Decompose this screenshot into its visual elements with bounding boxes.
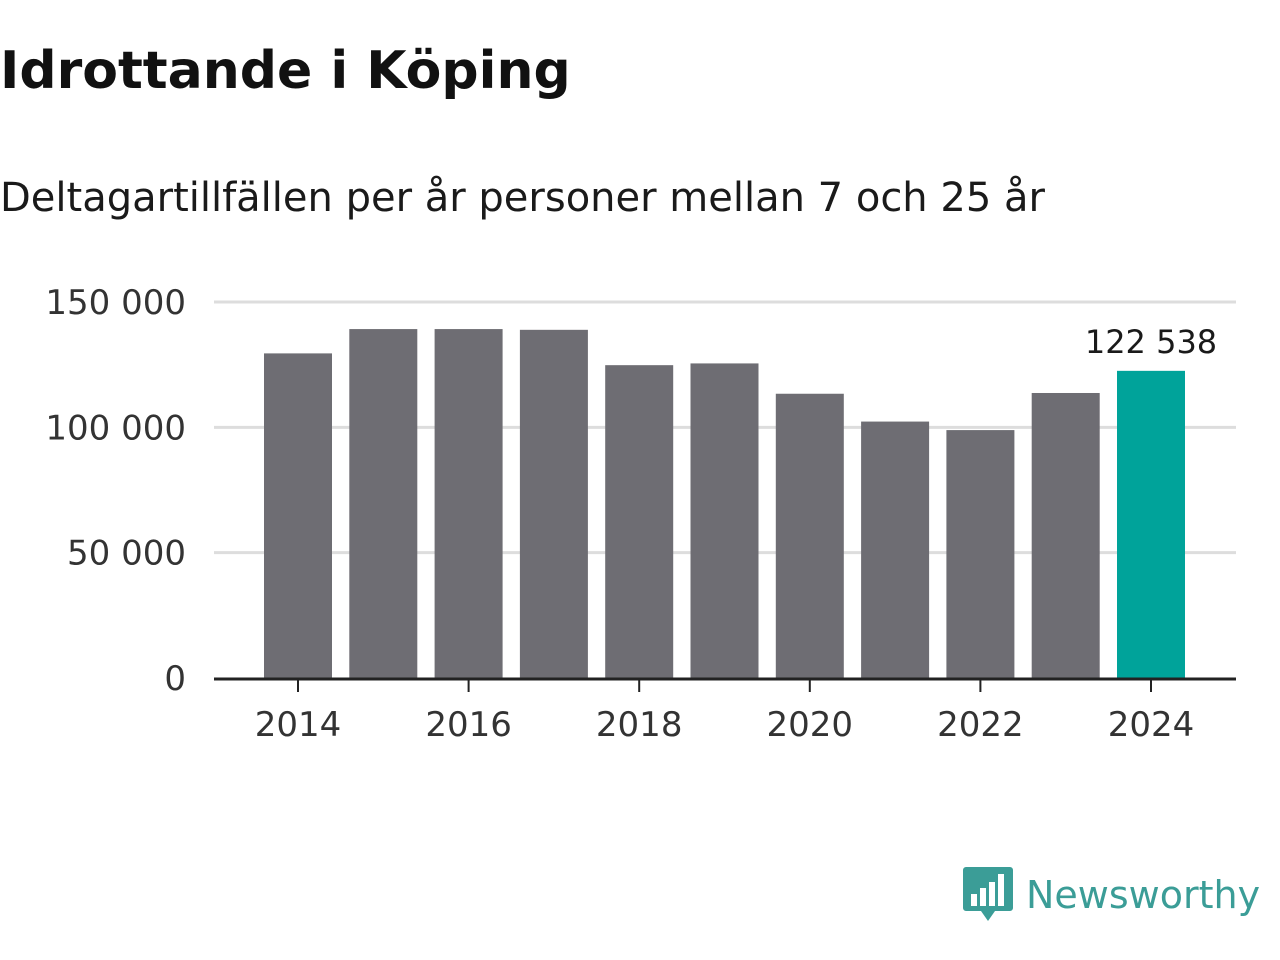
x-axis xyxy=(214,677,1236,692)
y-tick-label: 50 000 xyxy=(67,534,186,574)
bar-2014 xyxy=(264,353,332,678)
bar-chart: 0 50 000 100 000 150 000 2014 2016 2018 2020 202… xyxy=(45,283,1236,745)
bar-2015 xyxy=(349,329,418,678)
bar-2018 xyxy=(605,365,674,678)
bar-2021 xyxy=(861,421,930,678)
y-tick-label: 0 xyxy=(164,659,186,699)
x-tick-label: 2014 xyxy=(255,705,342,745)
x-tick-label: 2024 xyxy=(1108,705,1195,745)
x-tick-label: 2016 xyxy=(425,705,512,745)
chart-title: Idrottande i Köping xyxy=(0,41,571,101)
bar-2022 xyxy=(946,430,1015,678)
bar-2020 xyxy=(775,393,844,678)
brand-name: Newsworthy xyxy=(1026,873,1261,917)
x-tick-label: 2022 xyxy=(937,705,1024,745)
bar-2017 xyxy=(519,329,588,678)
bar-2023 xyxy=(1031,392,1100,678)
brand-logo: Newsworthy xyxy=(962,862,1260,928)
bars xyxy=(264,329,1185,678)
newsworthy-logo-icon xyxy=(963,867,1013,921)
y-tick-label: 150 000 xyxy=(45,283,186,323)
bar-2024 xyxy=(1117,370,1185,678)
labels: 0 50 000 100 000 150 000 2014 2016 2018 2020 202… xyxy=(45,283,1217,745)
x-tick-label: 2018 xyxy=(596,705,683,745)
bar-2016 xyxy=(434,329,503,678)
data-label: 122 538 xyxy=(1085,323,1217,361)
y-tick-label: 100 000 xyxy=(45,408,186,448)
x-tick-label: 2020 xyxy=(767,705,854,745)
bar-2019 xyxy=(690,363,759,678)
chart-subtitle: Deltagartillfällen per år personer mella… xyxy=(0,175,1045,221)
